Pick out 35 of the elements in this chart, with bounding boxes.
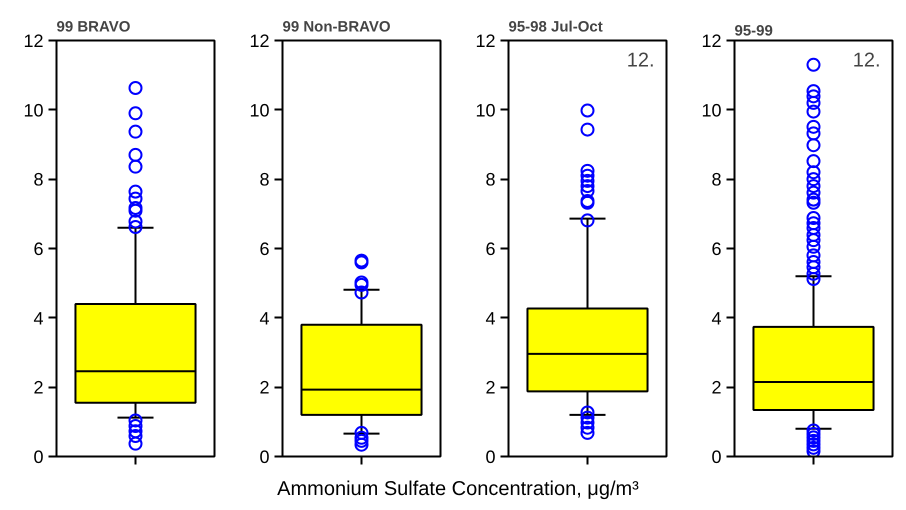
x-axis-title: Ammonium Sulfate Concentration, μg/m³ — [277, 477, 639, 502]
y-tick-label: 6 — [259, 239, 270, 259]
y-tick-label: 0 — [33, 447, 44, 467]
y-tick-label: 2 — [711, 378, 722, 398]
annotation: 12. — [852, 50, 881, 72]
y-tick-label: 4 — [259, 308, 270, 328]
chart-title: 95-98 Jul-Oct — [508, 18, 603, 36]
y-tick-label: 2 — [259, 378, 270, 398]
y-tick-label: 2 — [33, 378, 44, 398]
y-tick-label: 10 — [249, 100, 270, 120]
y-tick-label: 6 — [33, 239, 44, 259]
y-tick-label: 2 — [485, 378, 496, 398]
y-tick-label: 8 — [33, 170, 44, 190]
y-tick-label: 0 — [485, 447, 496, 467]
y-tick-label: 8 — [259, 170, 270, 190]
y-tick-label: 12 — [23, 31, 44, 51]
y-tick-label: 10 — [475, 100, 496, 120]
y-tick-label: 12 — [249, 31, 270, 51]
chart-title: 99 BRAVO — [56, 18, 131, 36]
y-tick-label: 6 — [711, 239, 722, 259]
y-tick-label: 10 — [23, 100, 44, 120]
annotation: 12. — [626, 50, 655, 72]
y-tick-label: 10 — [701, 100, 722, 120]
y-tick-label: 6 — [485, 239, 496, 259]
y-tick-label: 0 — [259, 447, 270, 467]
y-tick-label: 4 — [711, 308, 722, 328]
y-tick-label: 4 — [33, 308, 44, 328]
y-tick-label: 0 — [711, 447, 722, 467]
y-tick-label: 4 — [485, 308, 496, 328]
chart-title: 99 Non-BRAVO — [282, 18, 391, 36]
chart-title: 95-99 — [734, 22, 773, 40]
y-tick-label: 12 — [475, 31, 496, 51]
y-tick-label: 12 — [701, 31, 722, 51]
y-tick-label: 8 — [711, 170, 722, 190]
y-tick-label: 8 — [485, 170, 496, 190]
